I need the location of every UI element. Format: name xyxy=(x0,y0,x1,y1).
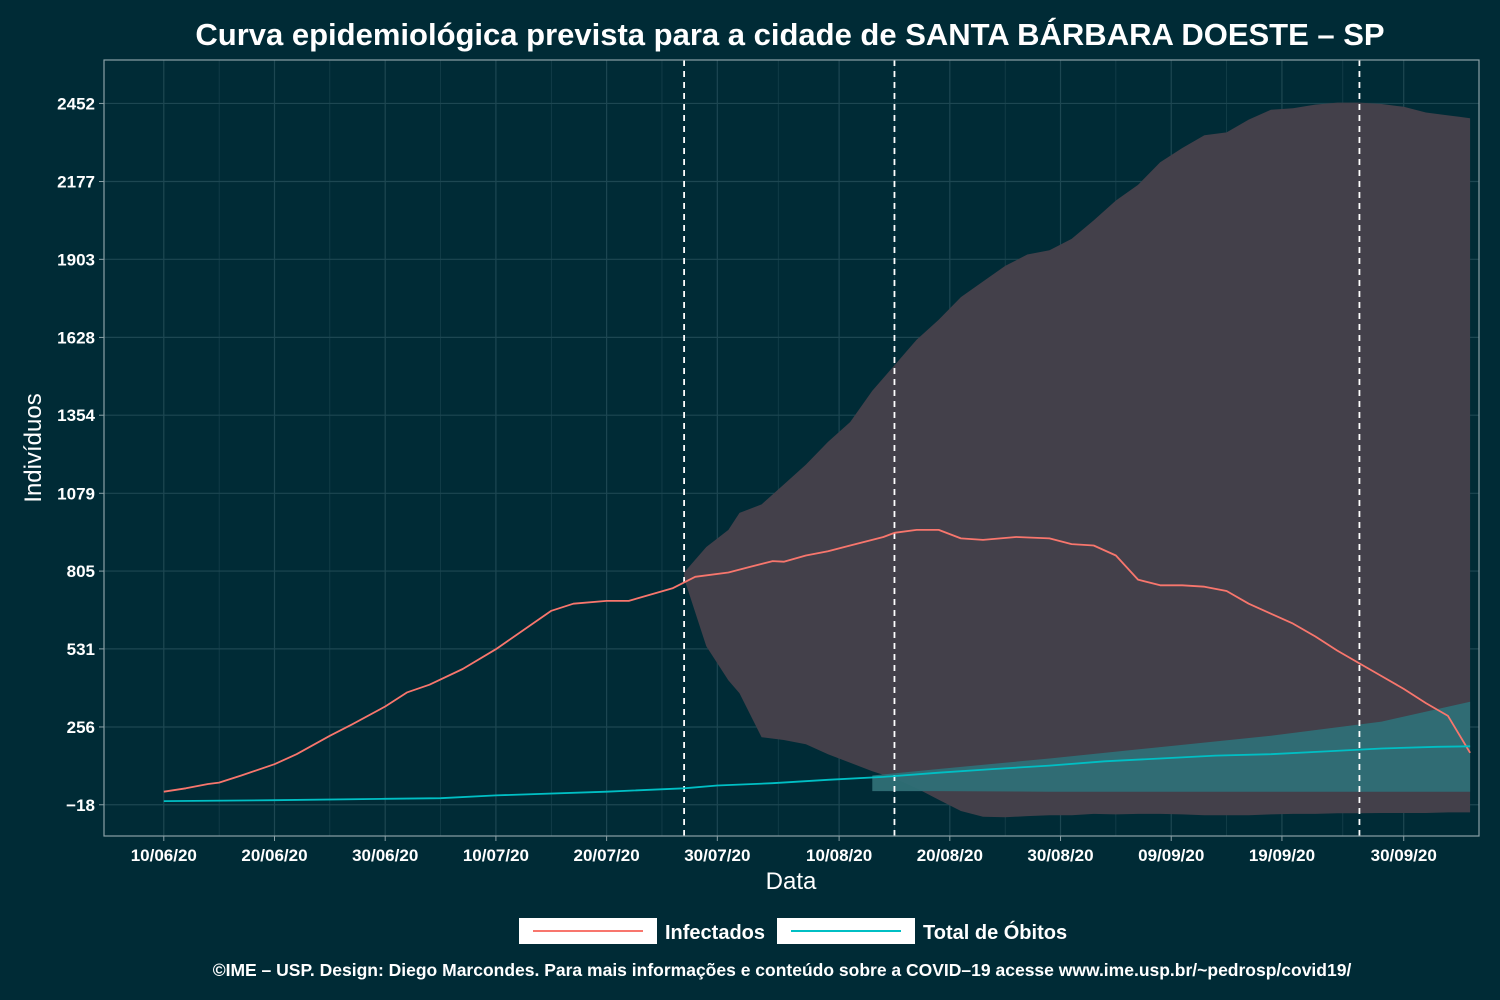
x-tick-label: 09/09/20 xyxy=(1138,846,1204,865)
chart-title: Curva epidemiológica prevista para a cid… xyxy=(195,17,1384,52)
y-tick-label: 1628 xyxy=(57,328,95,347)
x-tick-label: 10/08/20 xyxy=(806,846,872,865)
y-axis-title: Indivíduos xyxy=(20,393,47,502)
y-tick-label: 805 xyxy=(67,562,95,581)
uncertainty-bands xyxy=(684,102,1471,818)
y-tick-label: 531 xyxy=(67,640,95,659)
y-tick-label: 1903 xyxy=(57,250,95,269)
x-tick-label: 10/07/20 xyxy=(463,846,529,865)
x-axis-ticks: 10/06/20 20/06/20 30/06/20 10/07/20 20/07/20… xyxy=(131,836,1437,865)
x-tick-label: 30/06/20 xyxy=(352,846,418,865)
vertical-reference-lines xyxy=(683,60,1361,836)
y-tick-label: 1354 xyxy=(57,406,95,425)
y-axis-ticks: −18 256 531 805 1079 1354 1628 1903 2177 2452 xyxy=(57,94,104,815)
x-tick-label: 20/06/20 xyxy=(241,846,307,865)
legend-label-infectados: Infectados xyxy=(665,922,765,944)
x-tick-label: 30/08/20 xyxy=(1027,846,1093,865)
legend-label-obitos: Total de Óbitos xyxy=(923,920,1067,944)
obitos-line xyxy=(163,745,1471,802)
y-tick-label: 256 xyxy=(67,718,95,737)
x-tick-label: 19/09/20 xyxy=(1249,846,1315,865)
obitos-uncertainty-band xyxy=(872,701,1471,792)
x-tick-label: 30/07/20 xyxy=(684,846,750,865)
x-tick-label: 20/08/20 xyxy=(917,846,983,865)
x-tick-label: 20/07/20 xyxy=(574,846,640,865)
x-tick-label: 10/06/20 xyxy=(131,846,197,865)
y-tick-label: 2452 xyxy=(57,94,95,113)
legend: Infectados Total de Óbitos xyxy=(519,918,1067,944)
footer-credit: ©IME – USP. Design: Diego Marcondes. Par… xyxy=(213,960,1352,980)
x-tick-label: 30/09/20 xyxy=(1371,846,1437,865)
y-tick-label: 1079 xyxy=(57,484,95,503)
series-lines xyxy=(163,529,1471,802)
plot-panel-border xyxy=(103,59,1480,837)
infectados-line xyxy=(163,529,1471,793)
x-axis-title: Data xyxy=(766,868,817,895)
y-tick-label: −18 xyxy=(66,796,95,815)
y-tick-label: 2177 xyxy=(57,173,95,192)
infectados-uncertainty-band xyxy=(684,102,1471,818)
